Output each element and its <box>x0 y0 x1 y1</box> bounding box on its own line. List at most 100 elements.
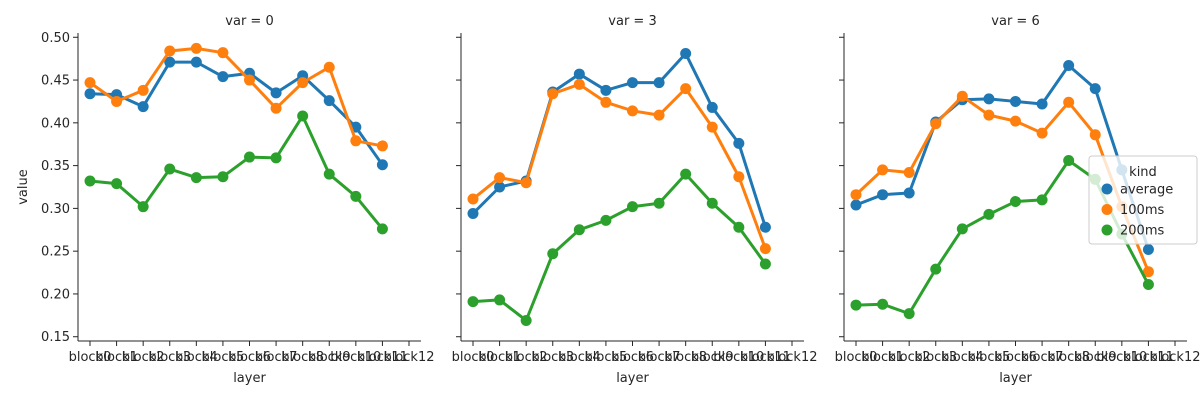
x-tick-label: block3 <box>531 350 574 365</box>
data-point-average <box>759 221 771 233</box>
data-point-average <box>270 87 282 99</box>
series-line-average <box>471 52 767 229</box>
panel-title: var = 6 <box>991 14 1039 29</box>
data-point-200ms <box>376 223 388 235</box>
data-point-average <box>137 101 149 113</box>
data-point-200ms <box>759 258 771 270</box>
x-tick-label: block1 <box>861 350 904 365</box>
data-point-100ms <box>930 118 942 130</box>
x-tick-label: block11 <box>1123 350 1174 365</box>
x-tick-label: block2 <box>122 350 165 365</box>
data-point-100ms <box>850 189 862 201</box>
data-point-average <box>680 48 692 60</box>
data-point-average <box>494 181 506 193</box>
data-point-100ms <box>1063 96 1075 108</box>
x-tick-label: block10 <box>713 350 764 365</box>
data-point-100ms <box>600 96 612 108</box>
data-point-200ms <box>84 175 96 187</box>
legend-title: kind <box>1129 165 1157 180</box>
data-point-200ms <box>903 308 915 320</box>
series-line-100ms <box>471 82 767 251</box>
data-point-average <box>706 101 718 113</box>
x-axis-label: layer <box>616 371 649 386</box>
data-point-200ms <box>190 172 202 184</box>
panel-0: var = 0 0.15 0.20 0.25 0.30 0.35 0.40 0.45 0.50 b… <box>41 14 434 386</box>
series-line-200ms <box>88 114 384 231</box>
data-point-100ms <box>297 77 309 89</box>
legend-entry-label: 200ms <box>1120 224 1164 239</box>
data-point-200ms <box>1036 194 1048 206</box>
legend-box <box>1088 155 1198 245</box>
data-point-100ms <box>323 61 335 73</box>
data-point-200ms <box>137 201 149 213</box>
data-point-200ms <box>573 224 585 236</box>
data-point-100ms <box>706 121 718 133</box>
legend-marker-average <box>1101 183 1113 195</box>
panel-title: var = 3 <box>608 14 656 29</box>
data-point-100ms <box>190 42 202 54</box>
data-point-100ms <box>956 90 968 102</box>
data-point-average <box>1142 243 1154 255</box>
data-point-100ms <box>1010 115 1021 127</box>
data-point-average <box>850 199 862 211</box>
x-tick-label: block10 <box>1096 350 1147 365</box>
data-point-100ms <box>903 166 915 178</box>
data-point-100ms <box>653 109 665 121</box>
data-point-100ms <box>84 77 96 89</box>
x-tick-label: block10 <box>330 350 381 365</box>
x-tick-label: block1 <box>95 350 138 365</box>
x-tick-label: block9 <box>691 350 734 365</box>
y-tick-label: 0.30 <box>41 202 70 217</box>
data-point-200ms <box>930 263 942 275</box>
x-tick-label: block7 <box>638 350 681 365</box>
x-tick-label: block3 <box>148 350 191 365</box>
x-tick-label: block7 <box>255 350 298 365</box>
data-point-average <box>217 71 229 83</box>
data-point-200ms <box>297 110 309 122</box>
data-point-200ms <box>733 221 745 233</box>
data-point-100ms <box>547 88 559 100</box>
y-tick-label: 0.50 <box>41 31 70 46</box>
y-tick-label: 0.25 <box>41 245 70 260</box>
data-point-200ms <box>547 248 559 260</box>
data-point-100ms <box>1089 129 1101 141</box>
data-point-200ms <box>877 298 889 310</box>
data-point-100ms <box>137 84 149 96</box>
x-axis-label: layer <box>999 371 1032 386</box>
series-line-100ms <box>88 46 384 148</box>
data-point-average <box>600 84 612 96</box>
data-point-average <box>877 189 889 201</box>
x-tick-label: block2 <box>888 350 931 365</box>
data-point-average <box>983 93 995 105</box>
y-tick-label: 0.40 <box>41 116 70 131</box>
data-point-200ms <box>111 178 123 190</box>
x-axis-label: layer <box>233 371 266 386</box>
data-point-average <box>653 77 665 89</box>
legend: kind average 100ms 200ms <box>1088 155 1198 245</box>
data-point-200ms <box>627 201 638 213</box>
legend-entry-label: 100ms <box>1120 203 1164 218</box>
data-point-100ms <box>467 193 479 205</box>
data-point-100ms <box>376 140 388 152</box>
data-point-100ms <box>983 109 995 121</box>
y-axis-label: value <box>16 169 31 205</box>
data-point-100ms <box>520 177 532 189</box>
x-tick-label: block7 <box>1021 350 1064 365</box>
x-tick-label: block8 <box>1047 350 1090 365</box>
data-point-100ms <box>1142 266 1154 278</box>
x-tick-label: block12 <box>1149 350 1200 365</box>
x-tick-label: block3 <box>914 350 957 365</box>
data-point-200ms <box>520 314 532 326</box>
x-tick-label: block4 <box>941 350 984 365</box>
data-point-200ms <box>983 208 995 220</box>
y-tick-label: 0.35 <box>41 159 70 174</box>
data-point-average <box>376 159 388 171</box>
x-tick-label: block5 <box>585 350 628 365</box>
x-tick-label: block0 <box>835 350 878 365</box>
data-point-average <box>1063 60 1075 72</box>
data-point-average <box>627 77 638 89</box>
data-point-200ms <box>1010 196 1021 208</box>
data-point-200ms <box>467 296 479 308</box>
data-point-200ms <box>1063 154 1075 166</box>
